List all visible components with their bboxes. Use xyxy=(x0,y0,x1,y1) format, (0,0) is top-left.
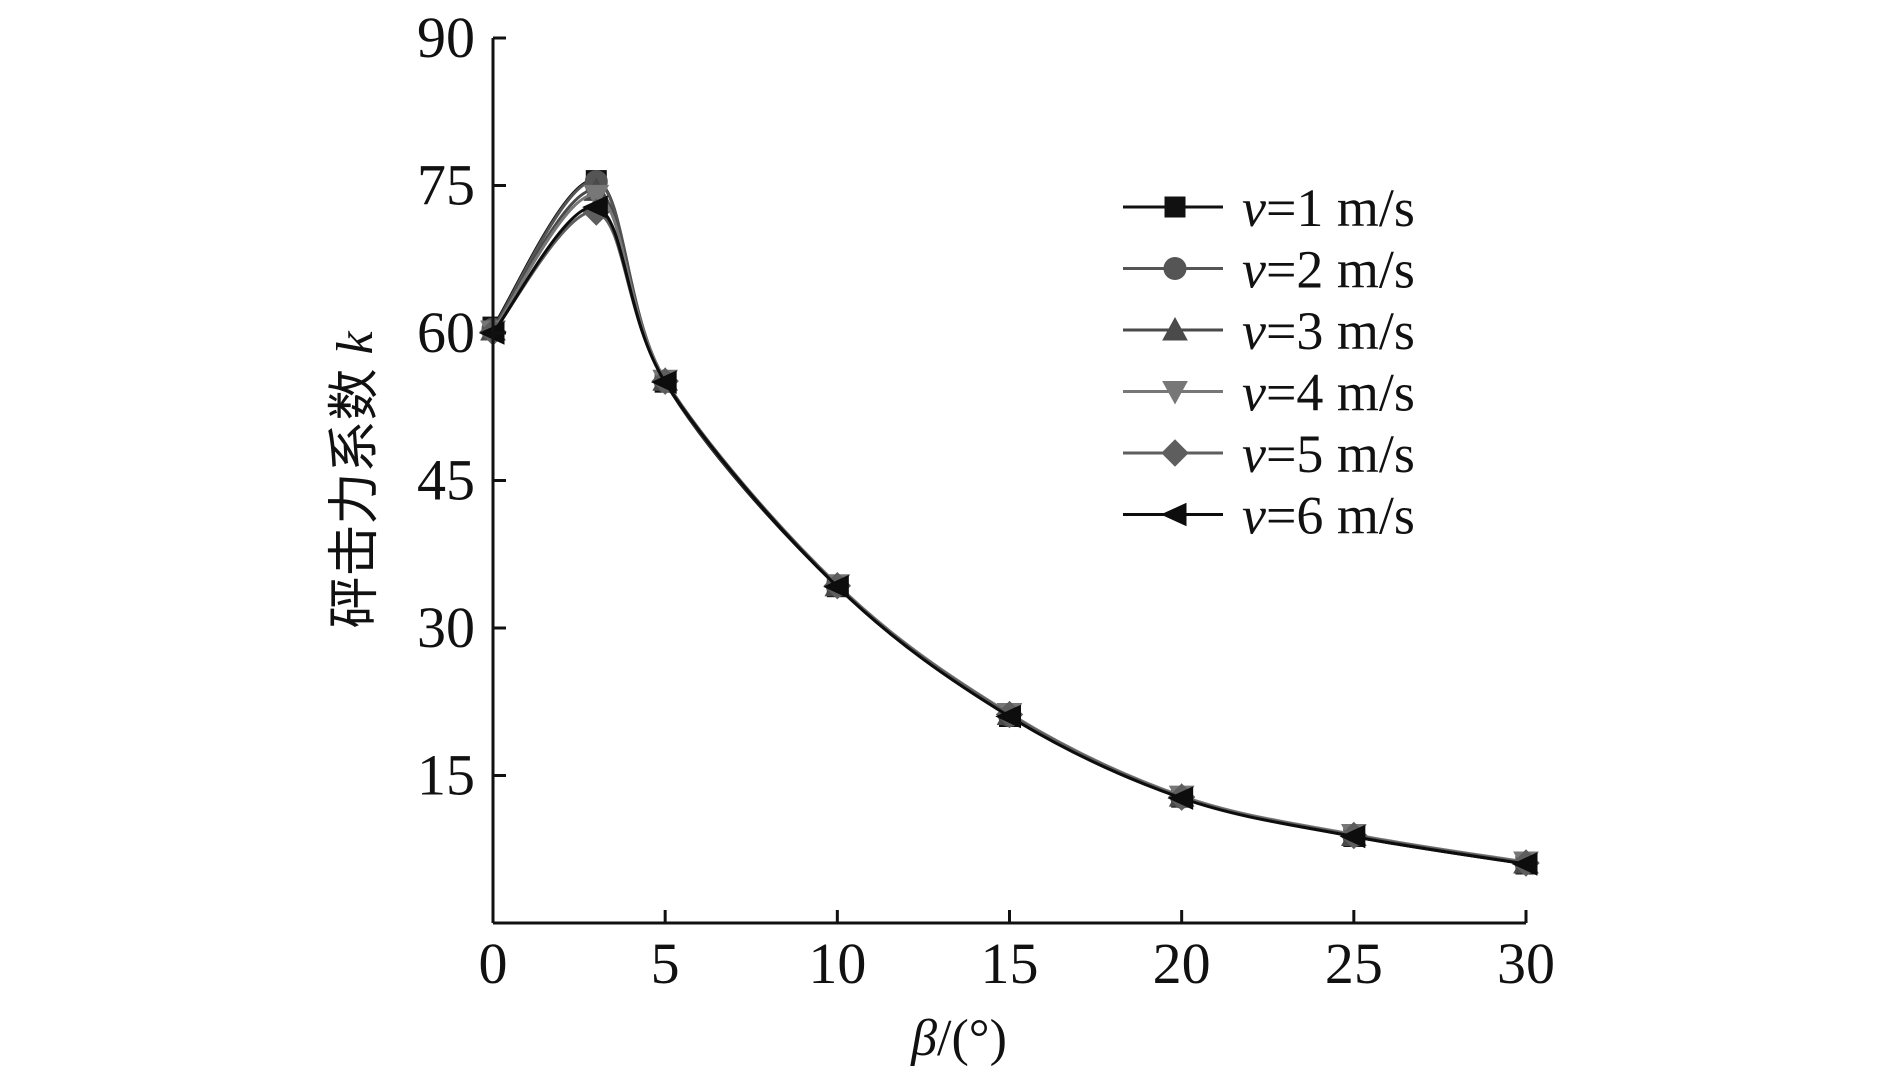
data-point xyxy=(1339,824,1366,849)
legend-symbol: v xyxy=(1242,363,1266,423)
legend-marker xyxy=(1163,257,1187,280)
x-axis-unit: /(°) xyxy=(937,1010,1007,1067)
y-tick-label: 15 xyxy=(417,743,475,808)
x-tick-label: 0 xyxy=(479,931,508,996)
x-axis-title: β/(°) xyxy=(910,1010,1007,1067)
legend-marker xyxy=(1160,502,1187,527)
legend-marker xyxy=(1162,381,1188,405)
y-axis-title: 砰击力系数 k xyxy=(327,331,384,629)
legend-item: v=6 m/s xyxy=(1123,486,1415,546)
y-axis-label: 砰击力系数 xyxy=(327,369,384,629)
legend-label: v=1 m/s xyxy=(1242,178,1415,238)
legend-marker xyxy=(1164,196,1186,218)
x-tick-label: 10 xyxy=(808,931,866,996)
x-tick-label: 15 xyxy=(981,931,1039,996)
legend-symbol: v xyxy=(1242,424,1266,484)
x-tick-label: 30 xyxy=(1497,931,1555,996)
legend-item: v=2 m/s xyxy=(1123,240,1415,300)
legend-item: v=5 m/s xyxy=(1123,424,1415,484)
x-tick-label: 25 xyxy=(1325,931,1383,996)
series-line xyxy=(491,205,1527,866)
legend-symbol: v xyxy=(1242,301,1266,361)
series-6 xyxy=(478,195,1538,876)
data-point xyxy=(582,195,608,219)
data-point xyxy=(650,370,677,394)
y-tick-label: 60 xyxy=(417,300,475,365)
legend-value: =4 m/s xyxy=(1266,363,1415,423)
legend-label: v=5 m/s xyxy=(1242,424,1415,484)
x-axis-symbol: β xyxy=(910,1010,937,1067)
legend-symbol: v xyxy=(1242,240,1266,300)
legend-value: =6 m/s xyxy=(1266,486,1415,546)
data-point xyxy=(583,184,610,209)
legend-value: =5 m/s xyxy=(1266,424,1415,484)
legend-value: =2 m/s xyxy=(1266,240,1415,300)
legend-item: v=4 m/s xyxy=(1123,363,1415,423)
series-layer xyxy=(478,170,1540,877)
legend-symbol: v xyxy=(1242,486,1266,546)
legend-label: v=4 m/s xyxy=(1242,363,1415,423)
legend-label: v=3 m/s xyxy=(1242,301,1415,361)
y-tick-label: 30 xyxy=(417,595,475,660)
legend-label: v=6 m/s xyxy=(1242,486,1415,546)
ticks: 0 5 10 15 20 25 30 15 30 45 60 75 90 xyxy=(417,5,1555,996)
data-point xyxy=(995,704,1021,729)
y-tick-label: 90 xyxy=(417,5,475,70)
data-point xyxy=(1511,852,1538,876)
data-point xyxy=(823,574,849,599)
legend-marker xyxy=(1162,316,1188,341)
x-tick-label: 5 xyxy=(651,931,680,996)
legend-item: v=1 m/s xyxy=(1123,178,1415,238)
legend-symbol: v xyxy=(1242,178,1266,238)
legend-value: =1 m/s xyxy=(1266,178,1415,238)
y-tick-label: 45 xyxy=(417,448,475,513)
legend-value: =3 m/s xyxy=(1266,301,1415,361)
y-tick-label: 75 xyxy=(417,153,475,218)
legend-marker xyxy=(1161,439,1189,467)
legend: v=1 m/sv=2 m/sv=3 m/sv=4 m/sv=5 m/sv=6 m… xyxy=(1123,178,1415,546)
legend-label: v=2 m/s xyxy=(1242,240,1415,300)
x-tick-label: 20 xyxy=(1153,931,1211,996)
data-point xyxy=(1167,786,1194,810)
y-axis-symbol: k xyxy=(327,331,384,355)
legend-item: v=3 m/s xyxy=(1123,301,1415,361)
